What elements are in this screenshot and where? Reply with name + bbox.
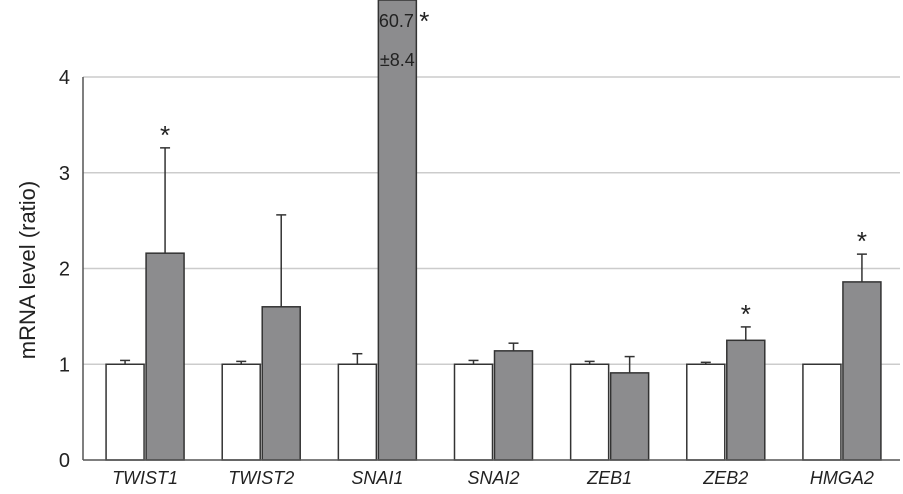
gridlines	[83, 76, 900, 365]
significance-star: *	[741, 299, 751, 329]
bars	[105, 0, 882, 461]
y-tick-label: 0	[59, 450, 70, 472]
treatment-bar	[842, 281, 882, 461]
control-bar	[802, 363, 842, 461]
treatment-bar	[493, 350, 534, 461]
y-tick-label: 4	[59, 67, 70, 89]
treatment-bar	[261, 306, 301, 461]
clipped-error-label: ±8.4	[380, 50, 415, 70]
x-tick-label: SNAI1	[351, 468, 403, 488]
x-tick-label: ZEB2	[702, 468, 748, 488]
clipped-value-label: 60.7	[379, 11, 414, 31]
x-tick-label: HMGA2	[810, 468, 874, 488]
x-tick-label: TWIST1	[112, 468, 178, 488]
control-bar	[686, 363, 726, 461]
control-bar	[337, 363, 378, 461]
control-bar	[221, 363, 261, 461]
significance-star: *	[419, 6, 429, 36]
control-bar	[569, 363, 610, 461]
y-axis-label: mRNA level (ratio)	[15, 181, 40, 359]
y-tick-label: 2	[59, 259, 70, 281]
treatment-bar	[609, 372, 650, 461]
treatment-bar	[377, 0, 418, 461]
control-bar	[105, 363, 145, 461]
y-tick-label: 1	[59, 354, 70, 376]
significance-star: *	[857, 226, 867, 256]
control-bar	[453, 363, 494, 461]
axes	[82, 77, 900, 461]
treatment-bar	[726, 339, 766, 461]
significance-star: *	[160, 120, 170, 150]
x-tick-label: ZEB1	[586, 468, 632, 488]
y-tick-label: 3	[59, 163, 70, 185]
x-tick-label: TWIST2	[228, 468, 294, 488]
x-tick-label: SNAI2	[467, 468, 519, 488]
treatment-bar	[145, 252, 185, 461]
